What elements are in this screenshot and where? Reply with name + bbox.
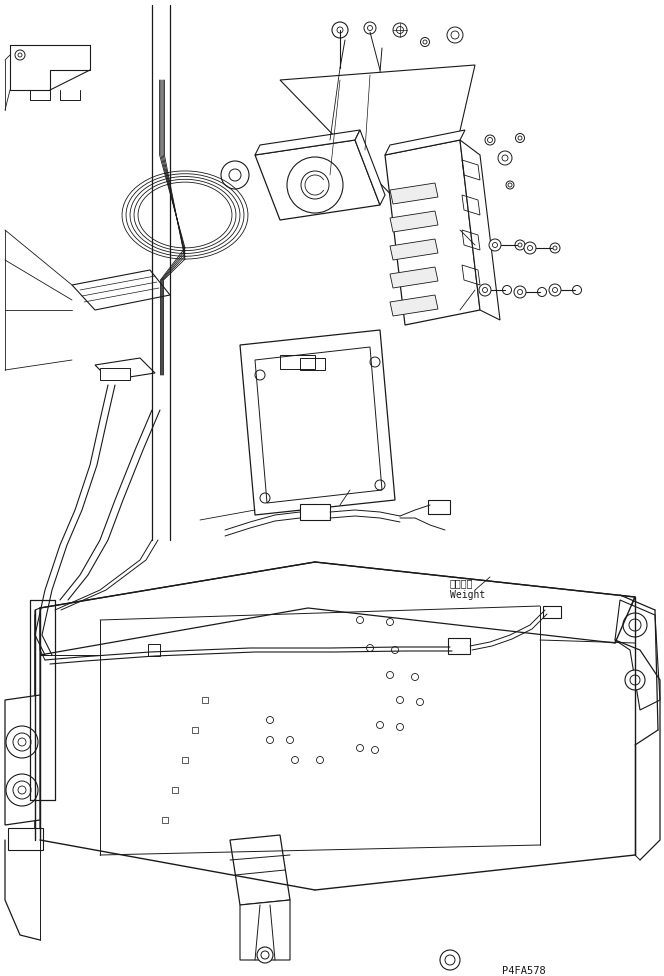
Bar — [543, 606, 561, 618]
Text: ウェイト: ウェイト — [450, 578, 473, 588]
Bar — [428, 500, 450, 514]
Polygon shape — [390, 295, 438, 316]
Polygon shape — [355, 130, 385, 205]
Bar — [162, 817, 168, 823]
Polygon shape — [240, 900, 290, 960]
Bar — [280, 355, 315, 369]
Polygon shape — [255, 130, 360, 155]
Circle shape — [549, 284, 561, 296]
Circle shape — [6, 774, 38, 806]
Text: P4FA578: P4FA578 — [502, 966, 546, 976]
Polygon shape — [390, 267, 438, 288]
Bar — [8, 828, 43, 850]
Polygon shape — [390, 211, 438, 232]
Polygon shape — [280, 65, 475, 240]
Polygon shape — [72, 270, 170, 310]
Circle shape — [623, 613, 647, 637]
Polygon shape — [255, 140, 380, 220]
Circle shape — [479, 284, 491, 296]
Bar — [100, 368, 130, 380]
Polygon shape — [35, 608, 40, 840]
Bar — [148, 644, 160, 656]
Polygon shape — [40, 562, 635, 655]
Circle shape — [6, 726, 38, 758]
Polygon shape — [35, 608, 40, 840]
Circle shape — [257, 947, 273, 963]
Text: Weight: Weight — [450, 590, 485, 600]
Polygon shape — [390, 183, 438, 204]
Circle shape — [514, 286, 526, 298]
Circle shape — [440, 950, 460, 970]
Bar — [172, 787, 178, 793]
Polygon shape — [390, 239, 438, 260]
Bar — [182, 757, 188, 763]
Polygon shape — [95, 358, 155, 380]
Circle shape — [625, 670, 645, 690]
Bar — [300, 504, 330, 520]
Bar — [192, 727, 198, 733]
Circle shape — [524, 242, 536, 254]
Bar — [448, 638, 470, 654]
Polygon shape — [385, 140, 480, 325]
Polygon shape — [240, 330, 395, 515]
Polygon shape — [615, 600, 660, 710]
Bar — [202, 697, 208, 703]
Circle shape — [489, 239, 501, 251]
Polygon shape — [385, 130, 465, 155]
Polygon shape — [460, 140, 500, 320]
Polygon shape — [230, 835, 290, 905]
Bar — [300, 358, 325, 370]
Polygon shape — [5, 695, 40, 825]
